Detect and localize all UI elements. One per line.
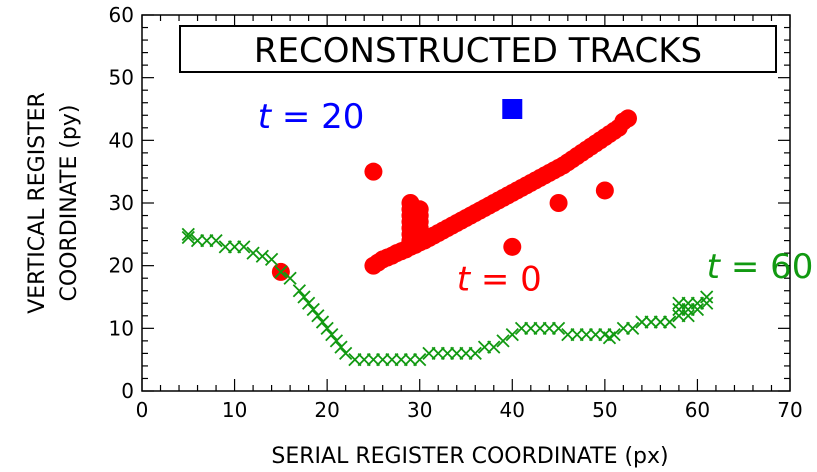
- data-point: [551, 321, 566, 335]
- data-point: [283, 271, 297, 285]
- x-tick-label: 0: [136, 398, 149, 422]
- y-tick-label: 20: [109, 254, 134, 278]
- data-point: [311, 309, 325, 323]
- x-axis-label: SERIAL REGISTER COORDINATE (px): [271, 444, 668, 469]
- y-axis-label-line1: VERTICAL REGISTER: [25, 92, 50, 314]
- data-point: [410, 225, 429, 244]
- data-point: [181, 230, 195, 245]
- y-tick-label: 30: [109, 191, 134, 215]
- data-point: [237, 240, 251, 254]
- data-point: [549, 194, 568, 212]
- x-tick-label: 30: [407, 398, 432, 422]
- data-point: [297, 290, 311, 304]
- data-point: [364, 162, 383, 181]
- x-tick-label: 60: [685, 398, 710, 422]
- x-tick-label: 50: [592, 398, 617, 422]
- data-point: [700, 290, 714, 304]
- x-tick-label: 40: [500, 398, 525, 422]
- data-point: [413, 353, 427, 367]
- x-tick-label: 20: [314, 398, 339, 422]
- data-point: [292, 284, 307, 298]
- y-axis-label-line2: COORDINATE (py): [57, 105, 82, 302]
- y-tick-label: 40: [109, 128, 134, 152]
- data-point: [496, 334, 510, 348]
- axis-ticks: [141, 14, 791, 392]
- data-point: [619, 109, 637, 128]
- track-annotation: t = 0: [457, 260, 542, 300]
- y-tick-label: 50: [109, 66, 134, 90]
- data-point: [625, 321, 640, 335]
- track-annotation: t = 20: [258, 97, 365, 137]
- track-annotation: t = 60: [707, 247, 814, 287]
- data-point: [505, 327, 519, 342]
- series-x: [181, 227, 714, 367]
- chart-title: RECONSTRUCTED TRACKS: [254, 31, 702, 71]
- data-point: [503, 237, 522, 256]
- data-point: [487, 340, 501, 354]
- data-point: [306, 302, 320, 317]
- data-point: [315, 315, 330, 329]
- track-annotations: t = 20 t = 0 t = 60: [258, 97, 814, 300]
- data-point: [663, 315, 677, 329]
- data-point: [320, 321, 334, 335]
- data-point: [406, 209, 425, 228]
- x-tick-label: 70: [777, 398, 802, 422]
- data-point: [681, 309, 695, 323]
- data-point: [700, 296, 714, 310]
- x-tick-label: 10: [222, 398, 247, 422]
- data-point: [246, 246, 260, 260]
- data-point: [502, 99, 523, 119]
- data-point: [325, 327, 339, 342]
- data-point: [607, 327, 621, 342]
- series-square: [502, 99, 523, 119]
- y-tick-label: 60: [109, 3, 134, 27]
- x-tick-labels: 0 10 20 30 40 50 60 70: [136, 398, 803, 422]
- data-point: [339, 346, 353, 361]
- data-point: [301, 296, 316, 310]
- data-point: [690, 302, 705, 317]
- y-tick-labels: 0 10 20 30 40 50 60: [109, 3, 134, 403]
- y-tick-label: 10: [109, 316, 134, 340]
- data-point: [329, 334, 344, 348]
- data-point: [181, 227, 195, 241]
- title-box: [179, 25, 777, 73]
- data-point: [255, 249, 269, 263]
- data-point: [468, 346, 482, 361]
- data-point: [595, 181, 614, 200]
- data-point: [274, 265, 288, 279]
- data-point: [264, 252, 279, 267]
- data-marks: [181, 99, 714, 367]
- data-point: [209, 233, 223, 248]
- data-point: [334, 340, 348, 354]
- y-tick-label: 0: [121, 379, 134, 403]
